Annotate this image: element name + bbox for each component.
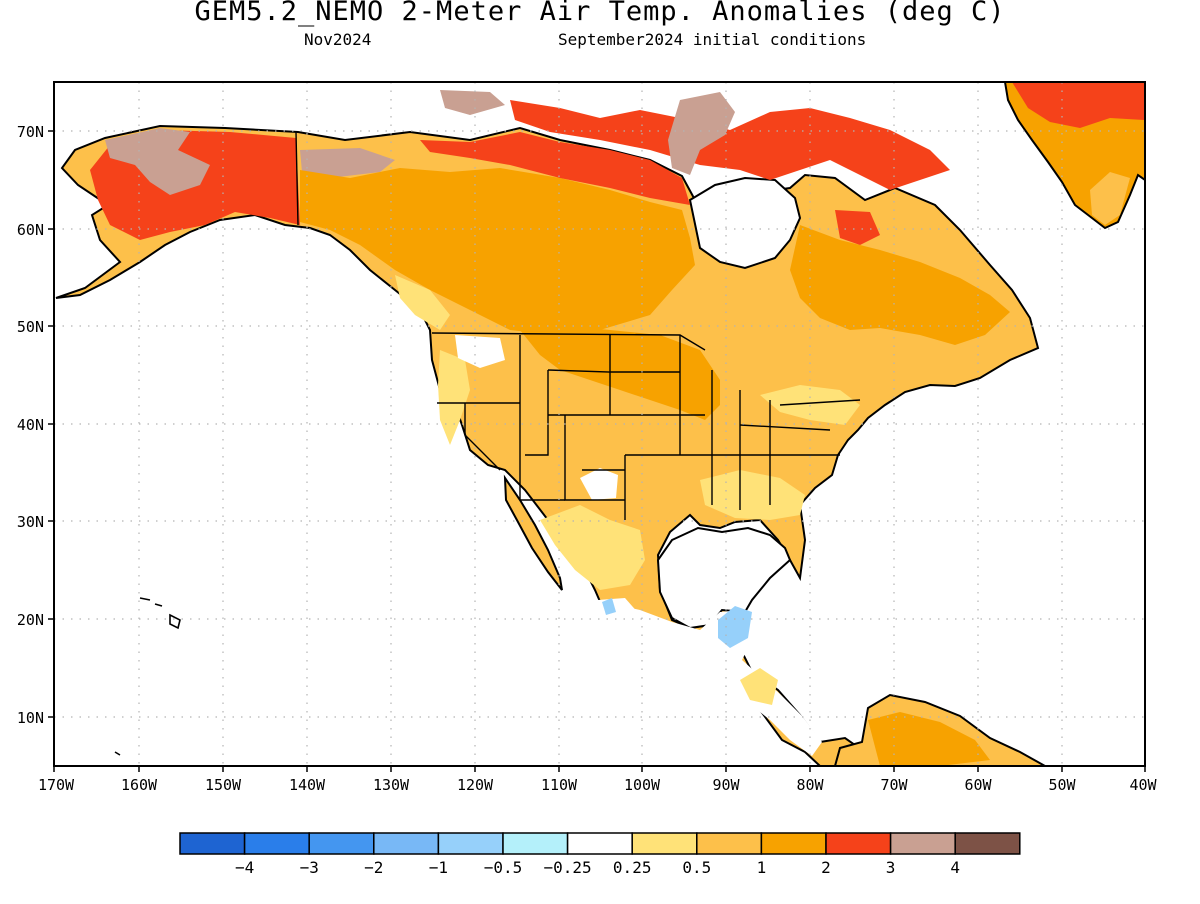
graticule xyxy=(54,82,1145,766)
lon-label: 130W xyxy=(373,776,410,794)
lat-label: 70N xyxy=(17,123,44,141)
lon-label: 120W xyxy=(457,776,494,794)
lon-label: 160W xyxy=(121,776,158,794)
lon-label: 150W xyxy=(205,776,242,794)
political-borders xyxy=(295,131,861,520)
quebec-warm xyxy=(790,225,1010,345)
neutral-patch-northwest xyxy=(455,335,505,368)
colorbar-swatch xyxy=(631,832,698,855)
colorbar-swatch xyxy=(437,832,504,855)
colorbar-swatch xyxy=(566,832,633,855)
colorbar-swatch xyxy=(308,832,375,855)
yukon-very-hot xyxy=(300,148,395,178)
greenland-hot xyxy=(1012,82,1145,128)
alaska-very-hot xyxy=(105,128,210,195)
axis-ticks xyxy=(48,130,1146,772)
yucatan-slight-warm xyxy=(740,668,778,705)
colorbar-swatch xyxy=(825,832,892,855)
lon-label: 170W xyxy=(38,776,75,794)
lat-label: 60N xyxy=(17,221,44,239)
colorbar-label: 4 xyxy=(950,858,960,877)
colorbar-label: 0.25 xyxy=(613,858,652,877)
nunavut-hot xyxy=(420,132,690,205)
colorbar-swatch xyxy=(696,832,763,855)
southwest-slight-warm xyxy=(540,505,645,590)
colorbar-label: 2 xyxy=(821,858,831,877)
lon-label: 60W xyxy=(964,776,992,794)
colorbar-swatch xyxy=(954,832,1021,855)
arctic-islands-very-hot xyxy=(440,90,505,115)
baja-california xyxy=(503,474,563,591)
colorbar-swatch xyxy=(373,832,440,855)
latitude-labels: 70N 60N 50N 40N 30N 20N 10N xyxy=(17,123,44,727)
colorbar-swatch xyxy=(502,832,569,855)
lon-label: 90W xyxy=(712,776,740,794)
colorbar-swatch xyxy=(760,832,827,855)
map-area xyxy=(55,82,1145,766)
venezuela-warm xyxy=(868,712,990,766)
lat-label: 50N xyxy=(17,318,44,336)
colorbar-swatch xyxy=(889,832,956,855)
lat-label: 40N xyxy=(17,416,44,434)
initial-conditions: September2024 initial conditions xyxy=(558,30,867,49)
colorbar-label: −0.25 xyxy=(544,858,592,877)
central-america-neutral xyxy=(595,600,822,756)
colorbar-label: 0.5 xyxy=(682,858,711,877)
colorbar-label: −2 xyxy=(364,858,383,877)
map-title: GEM5.2_NEMO 2-Meter Air Temp. Anomalies … xyxy=(194,0,1006,27)
lon-label: 50W xyxy=(1048,776,1076,794)
colorbar-label: −0.5 xyxy=(484,858,523,877)
greenland-coast-light xyxy=(1090,172,1130,225)
lon-label: 110W xyxy=(541,776,578,794)
quebec-hot xyxy=(835,210,880,245)
colorbar-swatch xyxy=(179,832,246,855)
colorbar-label: −4 xyxy=(235,858,254,877)
pacific-islands xyxy=(114,597,181,756)
neutral-patch-southwest xyxy=(580,468,618,500)
lon-label: 70W xyxy=(880,776,908,794)
lat-label: 10N xyxy=(17,709,44,727)
colorbar: −4 −3 −2 −1 −0.5 −0.25 0.25 0.5 1 2 3 4 xyxy=(179,832,1021,877)
forecast-month: Nov2024 xyxy=(304,30,372,49)
lat-label: 30N xyxy=(17,513,44,531)
yucatan-cool xyxy=(718,606,752,648)
baffin-very-hot xyxy=(668,92,735,175)
longitude-labels: 170W 160W 150W 140W 130W 120W 110W 100W … xyxy=(38,776,1158,794)
west-coast-slight-warm xyxy=(438,350,470,445)
gulf-of-mexico xyxy=(656,526,792,630)
colorbar-label: 1 xyxy=(757,858,767,877)
colorbar-label: 3 xyxy=(886,858,896,877)
colorbar-label: −3 xyxy=(300,858,319,877)
bc-slight-warm xyxy=(395,275,450,330)
lon-label: 40W xyxy=(1129,776,1157,794)
colorbar-swatch xyxy=(243,832,310,855)
colorbar-label: −1 xyxy=(429,858,448,877)
lat-label: 20N xyxy=(17,611,44,629)
arctic-islands-hot xyxy=(510,100,950,190)
lon-label: 140W xyxy=(289,776,326,794)
canada-warm xyxy=(300,168,695,335)
lon-label: 80W xyxy=(796,776,824,794)
lon-label: 100W xyxy=(624,776,661,794)
mexico-cool xyxy=(602,598,616,615)
